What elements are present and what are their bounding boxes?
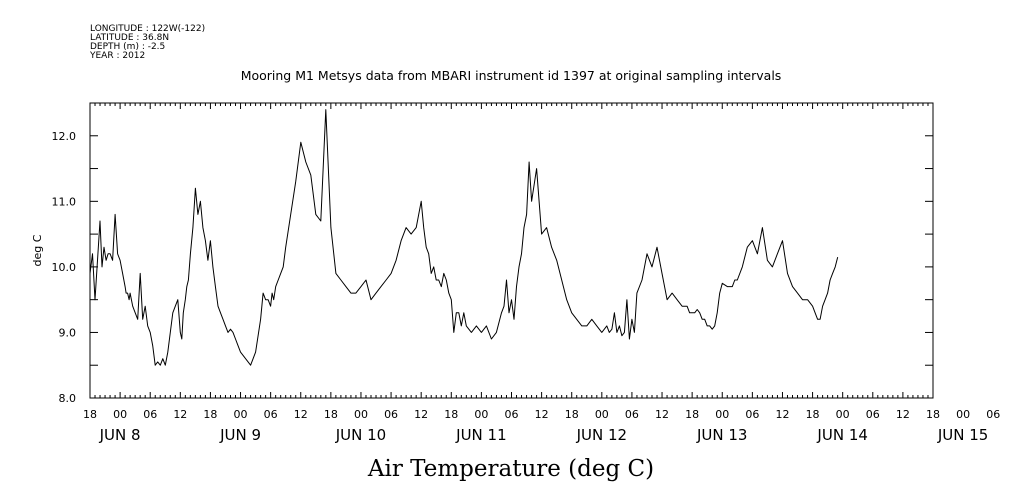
y-tick-label: 8.0 (59, 392, 77, 405)
x-day-labels: JUN 8 JUN 9 JUN 10 JUN 11 JUN 12 JUN 13 JUN 14… (99, 426, 989, 444)
x-hour-label: 00 (595, 408, 609, 421)
x-day-label: JUN 15 (937, 426, 988, 444)
metadata-block: LONGITUDE : 122W(-122) LATITUDE : 36.8N … (89, 24, 205, 61)
x-hour-label: 12 (896, 408, 910, 421)
tick-marks (89, 102, 934, 399)
x-hour-label: 06 (143, 408, 157, 421)
x-hour-label: 00 (113, 408, 127, 421)
x-hour-label: 06 (505, 408, 519, 421)
y-axis-label: deg C (31, 234, 44, 266)
x-hour-label: 06 (625, 408, 639, 421)
x-hour-label: 00 (234, 408, 248, 421)
x-day-label: JUN 11 (455, 426, 506, 444)
x-axis-title: Air Temperature (deg C) (367, 456, 654, 482)
x-hour-label: 00 (956, 408, 970, 421)
x-hour-label: 00 (836, 408, 850, 421)
x-day-label: JUN 12 (576, 426, 627, 444)
x-hour-label: 18 (203, 408, 217, 421)
x-hour-label: 12 (655, 408, 669, 421)
x-hour-label: 00 (474, 408, 488, 421)
x-hour-label: 00 (715, 408, 729, 421)
x-hour-label: 18 (565, 408, 579, 421)
x-hour-label: 12 (294, 408, 308, 421)
plot-frame (89, 102, 934, 399)
x-hour-label: 18 (444, 408, 458, 421)
x-hour-labels: 18 00 06 12 18 00 06 12 18 00 06 12 18 00 06 12 18 00 06 12… (83, 408, 1000, 421)
x-hour-label: 18 (83, 408, 97, 421)
year-text: YEAR : 2012 (89, 51, 145, 61)
x-hour-label: 06 (745, 408, 759, 421)
x-hour-label: 12 (414, 408, 428, 421)
x-hour-label: 18 (926, 408, 940, 421)
y-tick-label: 12.0 (52, 130, 77, 143)
x-hour-label: 18 (806, 408, 820, 421)
y-tick-label: 10.0 (52, 261, 77, 274)
x-hour-label: 00 (354, 408, 368, 421)
x-hour-label: 12 (775, 408, 789, 421)
x-hour-label: 12 (535, 408, 549, 421)
x-hour-label: 06 (384, 408, 398, 421)
latitude-text: LATITUDE : 36.8N (90, 33, 169, 43)
x-day-label: JUN 13 (696, 426, 747, 444)
x-day-label: JUN 14 (816, 426, 867, 444)
x-day-label: JUN 10 (335, 426, 386, 444)
x-hour-label: 06 (986, 408, 1000, 421)
x-day-label: JUN 8 (99, 426, 141, 444)
chart-title: Mooring M1 Metsys data from MBARI instru… (241, 68, 782, 83)
x-hour-label: 12 (173, 408, 187, 421)
y-tick-labels: 8.0 9.0 10.0 11.0 12.0 (52, 130, 77, 405)
depth-text: DEPTH (m) : -2.5 (90, 42, 165, 52)
x-hour-label: 06 (866, 408, 880, 421)
x-hour-label: 18 (324, 408, 338, 421)
x-hour-label: 18 (685, 408, 699, 421)
y-tick-label: 11.0 (52, 195, 77, 208)
air-temperature-series-line (89, 109, 839, 366)
y-tick-label: 9.0 (59, 326, 77, 339)
longitude-text: LONGITUDE : 122W(-122) (90, 24, 205, 34)
x-day-label: JUN 9 (219, 426, 261, 444)
x-hour-label: 06 (264, 408, 278, 421)
